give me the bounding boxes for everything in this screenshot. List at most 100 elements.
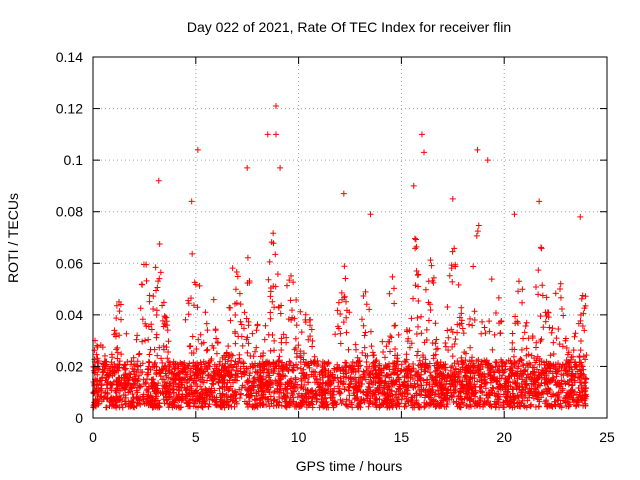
data-point [568,382,575,389]
data-point [504,401,511,408]
data-point [232,371,239,378]
data-point [300,366,307,373]
data-point [102,404,109,411]
data-point [575,401,582,408]
data-point [448,326,455,333]
data-point [562,380,569,387]
data-point [532,283,539,290]
data-point [461,349,468,356]
data-point [412,245,419,252]
data-point [432,381,439,388]
data-point [131,366,138,373]
data-point [280,363,287,370]
data-point [325,385,332,392]
data-point [263,373,270,380]
data-point [381,354,388,361]
data-point [140,376,147,383]
data-point [355,367,362,374]
data-point [529,335,536,342]
data-point [145,397,152,404]
data-point [554,368,561,375]
data-point [169,401,176,408]
data-point [330,388,337,395]
data-point [231,300,238,307]
data-point [521,329,528,336]
data-point [535,369,542,376]
data-point [356,374,363,381]
data-point [482,385,489,392]
data-point [341,293,348,300]
data-point [134,377,141,384]
data-point [332,331,339,338]
data-point [366,363,373,370]
data-point [204,377,211,384]
data-point [319,367,326,374]
data-point [244,377,251,384]
data-point [94,342,101,349]
data-point [415,283,422,290]
data-point [376,380,383,387]
data-point [407,382,414,389]
data-point [169,376,176,383]
data-point [363,301,370,308]
data-point [542,398,549,405]
data-point [510,353,517,360]
data-point [550,339,557,346]
data-point [475,356,482,363]
data-point [555,326,562,333]
data-point [300,356,307,363]
data-point [274,398,281,405]
data-point [491,331,498,338]
data-point [267,285,274,292]
data-point [474,146,481,153]
data-point [160,342,167,349]
data-point [466,397,473,404]
data-point [265,276,272,283]
data-point [451,340,458,347]
data-point [145,369,152,376]
data-point [570,392,577,399]
data-point [341,385,348,392]
data-point [192,397,199,404]
data-point [524,371,531,378]
data-point [414,369,421,376]
data-point [137,401,144,408]
data-point [194,383,201,390]
data-point [175,396,182,403]
data-point [282,373,289,380]
data-point [465,380,472,387]
data-point [193,345,200,352]
x-tick-label: 20 [496,429,512,445]
data-point [538,370,545,377]
data-point [495,367,502,374]
data-point [220,367,227,374]
data-point [361,344,368,351]
data-point [130,354,137,361]
data-point [280,331,287,338]
data-point [512,370,519,377]
data-point [97,342,104,349]
y-tick-label: 0 [75,410,83,426]
data-point [555,389,562,396]
data-point [95,358,102,365]
data-point [302,375,309,382]
data-point [239,342,246,349]
data-point [187,368,194,375]
data-point [235,360,242,367]
data-point [203,320,210,327]
data-point [360,368,367,375]
data-point [113,302,120,309]
data-point [137,369,144,376]
data-point [133,387,140,394]
data-point [93,351,100,358]
data-point [267,315,274,322]
data-point [330,377,337,384]
data-point [178,404,185,411]
data-point [139,316,146,323]
data-point [161,385,168,392]
data-point [389,392,396,399]
data-point [557,294,564,301]
data-point [562,335,569,342]
data-point [382,373,389,380]
data-point [95,366,102,373]
